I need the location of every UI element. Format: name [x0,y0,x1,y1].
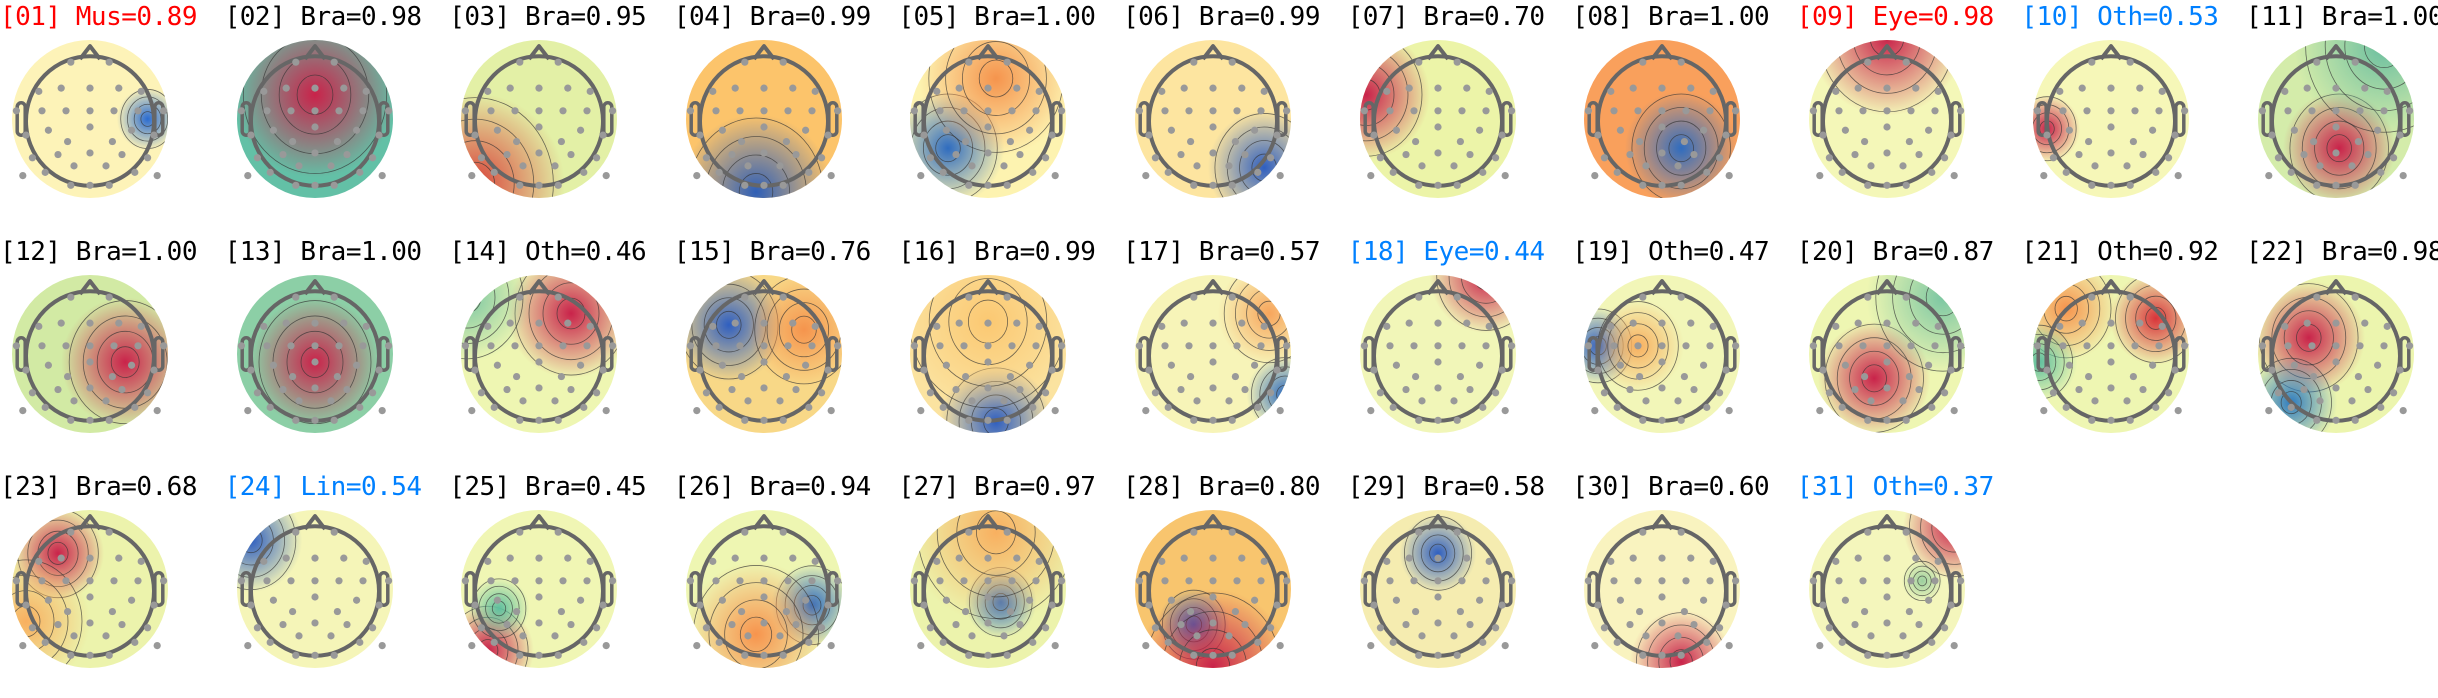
component-label: [18] Eye=0.44 [1347,237,1546,267]
topomap-head [236,275,393,433]
component-topomap-05: [05] Bra=1.00 [898,0,1122,228]
topomap-head [461,275,618,433]
component-topomap-22: [22] Bra=0.98 [2246,235,2438,463]
component-topomap-07: [07] Bra=0.70 [1348,0,1572,228]
component-label: [22] Bra=0.98 [2246,237,2438,267]
topomap-head [910,510,1067,668]
component-topomap-12: [12] Bra=1.00 [0,235,224,463]
component-label: [08] Bra=1.00 [1572,2,1770,32]
topomap-head [1359,510,1516,668]
component-topomap-28: [28] Bra=0.80 [1123,470,1347,698]
topomap-head [2258,275,2414,433]
component-label: [27] Bra=0.97 [898,472,1096,502]
component-topomap-19: [19] Oth=0.47 [1572,235,1796,463]
component-topomap-21: [21] Oth=0.92 [2021,235,2245,463]
topomap-head [1584,40,1741,198]
topomap-head [685,510,842,668]
component-label: [14] Oth=0.46 [449,237,647,267]
topomap-grid: [01] Mus=0.89 [02] Bra=0.98 [03] Bra=0.95 [… [0,0,2438,668]
component-topomap-24: [24] Lin=0.54 [225,470,449,698]
component-topomap-06: [06] Bra=0.99 [1123,0,1347,228]
topomap-head [2258,40,2414,198]
topomap-head [236,510,393,668]
component-topomap-20: [20] Bra=0.87 [1797,235,2021,463]
component-topomap-13: [13] Bra=1.00 [225,235,449,463]
topomap-head [910,40,1067,198]
component-topomap-17: [17] Bra=0.57 [1123,235,1347,463]
component-topomap-02: [02] Bra=0.98 [225,0,449,228]
component-label: [07] Bra=0.70 [1347,2,1546,32]
topomap-head [12,40,168,198]
topomap-head [1808,275,1965,433]
component-label: [12] Bra=1.00 [0,237,198,267]
topomap-head [2033,40,2190,198]
component-topomap-26: [26] Bra=0.94 [674,470,898,698]
topomap-head [236,40,393,198]
component-label: [11] Bra=1.00 [2246,2,2438,32]
component-label: [21] Oth=0.92 [2021,237,2219,267]
component-label: [20] Bra=0.87 [1796,237,1995,267]
component-label: [24] Lin=0.54 [224,472,423,502]
topomap-head [685,275,842,433]
component-label: [17] Bra=0.57 [1123,237,1321,267]
component-label: [04] Bra=0.99 [673,2,872,32]
component-label: [09] Eye=0.98 [1796,2,1995,32]
component-topomap-09: [09] Eye=0.98 [1797,0,2021,228]
component-label: [15] Bra=0.76 [673,237,872,267]
component-label: [31] Oth=0.37 [1796,472,1995,502]
component-topomap-29: [29] Bra=0.58 [1348,470,1572,698]
topomap-head [1135,40,1291,198]
topomap-head [1135,275,1291,433]
topomap-head [461,510,618,668]
topomap-head [1359,275,1516,433]
component-topomap-15: [15] Bra=0.76 [674,235,898,463]
component-topomap-23: [23] Bra=0.68 [0,470,224,698]
component-topomap-31: [31] Oth=0.37 [1797,470,2021,698]
component-topomap-08: [08] Bra=1.00 [1572,0,1796,228]
component-label: [03] Bra=0.95 [449,2,647,32]
component-topomap-01: [01] Mus=0.89 [0,0,224,228]
component-label: [30] Bra=0.60 [1572,472,1770,502]
topomap-head [461,40,618,198]
topomap-head [910,275,1067,433]
component-label: [05] Bra=1.00 [898,2,1096,32]
component-topomap-30: [30] Bra=0.60 [1572,470,1796,698]
component-label: [19] Oth=0.47 [1572,237,1770,267]
topomap-head [1135,510,1291,668]
component-label: [23] Bra=0.68 [0,472,198,502]
component-label: [06] Bra=0.99 [1123,2,1321,32]
component-label: [28] Bra=0.80 [1123,472,1321,502]
topomap-head [12,275,168,433]
component-label: [26] Bra=0.94 [673,472,872,502]
component-label: [13] Bra=1.00 [224,237,423,267]
topomap-head [2033,275,2190,433]
component-label: [02] Bra=0.98 [224,2,423,32]
component-topomap-16: [16] Bra=0.99 [898,235,1122,463]
topomap-head [685,40,842,198]
component-topomap-03: [03] Bra=0.95 [449,0,673,228]
component-topomap-25: [25] Bra=0.45 [449,470,673,698]
topomap-head [1584,275,1741,433]
topomap-head [1808,510,1965,668]
component-topomap-27: [27] Bra=0.97 [898,470,1122,698]
component-label: [01] Mus=0.89 [0,2,198,32]
component-topomap-04: [04] Bra=0.99 [674,0,898,228]
component-label: [16] Bra=0.99 [898,237,1096,267]
component-topomap-10: [10] Oth=0.53 [2021,0,2245,228]
component-label: [29] Bra=0.58 [1347,472,1546,502]
component-topomap-14: [14] Oth=0.46 [449,235,673,463]
component-label: [10] Oth=0.53 [2021,2,2219,32]
topomap-head [1359,40,1516,198]
component-topomap-18: [18] Eye=0.44 [1348,235,1572,463]
topomap-head [1808,40,1965,198]
component-label: [25] Bra=0.45 [449,472,647,502]
topomap-head [1584,510,1741,668]
component-topomap-11: [11] Bra=1.00 [2246,0,2438,228]
topomap-head [12,510,168,668]
